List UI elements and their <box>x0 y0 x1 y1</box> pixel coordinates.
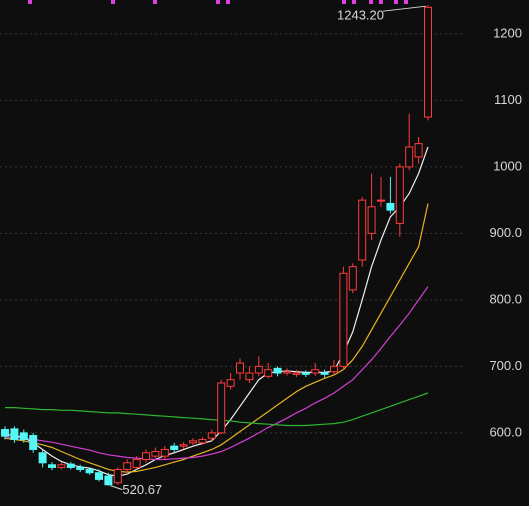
candle-body <box>348 266 357 291</box>
candle-body <box>395 166 404 224</box>
candle-body <box>132 458 141 468</box>
y-tick-label: 600.0 <box>489 424 522 439</box>
y-tick-label: 900.0 <box>489 225 522 240</box>
candle-body <box>189 440 197 444</box>
candle-body <box>236 362 244 374</box>
candle-body <box>179 444 188 447</box>
candle-body <box>207 432 216 439</box>
candle-body <box>66 463 75 468</box>
candle-body <box>142 452 150 460</box>
candle-body <box>160 448 169 457</box>
candle-body <box>10 428 19 441</box>
candle-body <box>151 450 160 457</box>
y-tick-label: 1200 <box>493 25 522 40</box>
candle-body <box>273 367 282 374</box>
candle-body <box>123 462 132 470</box>
candle-body <box>367 206 376 234</box>
annotation-arrow <box>110 485 123 491</box>
annotation-arrow <box>382 5 427 12</box>
candle-body <box>254 365 263 374</box>
ma-line <box>4 203 429 473</box>
candle-body <box>339 272 348 367</box>
candle-body <box>217 382 226 434</box>
ma-line <box>4 286 429 461</box>
candle-body <box>292 372 301 375</box>
candle-body <box>1 429 9 437</box>
candle-body <box>85 468 94 474</box>
candle-body <box>358 199 367 261</box>
high-annotation: 1243.20 <box>337 8 384 23</box>
candle-body <box>104 475 113 486</box>
candle-body <box>38 452 47 464</box>
candle-body <box>386 202 395 211</box>
candle-body <box>48 464 56 468</box>
candle-body <box>19 432 28 441</box>
top-markers <box>28 0 408 4</box>
candle-body <box>283 371 291 374</box>
y-tick-label: 1000 <box>493 158 522 173</box>
candle-body <box>29 435 38 450</box>
candle-body <box>95 472 103 480</box>
candle-body <box>311 369 320 374</box>
low-annotation: 520.67 <box>122 482 162 497</box>
candle-body <box>226 379 235 387</box>
y-tick-label: 800.0 <box>489 291 522 306</box>
candle-body <box>245 372 254 381</box>
candle-body <box>264 369 273 377</box>
candle-body <box>414 143 423 158</box>
candle-body <box>424 6 432 118</box>
candle-body <box>320 372 329 375</box>
y-tick-label: 1100 <box>494 92 522 107</box>
candle-body <box>76 466 85 470</box>
candle-body <box>405 146 414 168</box>
candle-body <box>57 464 66 468</box>
ma-line <box>5 392 429 427</box>
y-tick-label: 700.0 <box>489 358 522 373</box>
ma-line <box>4 146 429 477</box>
candle-body <box>198 439 207 444</box>
candle-body <box>113 468 122 484</box>
candle-body <box>301 372 310 375</box>
candle-body <box>377 199 385 202</box>
candle-body <box>330 365 338 373</box>
candle-body <box>170 445 179 450</box>
